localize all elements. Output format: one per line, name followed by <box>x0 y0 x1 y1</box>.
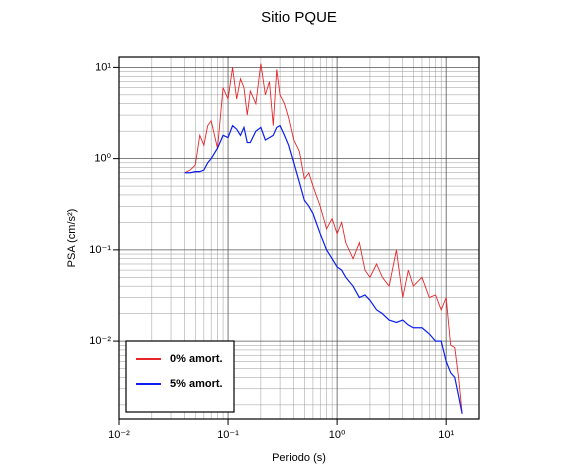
x-tick-label: 10⁻² <box>108 429 130 441</box>
y-tick-label: 10⁻² <box>89 335 111 347</box>
y-tick-label: 10⁰ <box>94 153 111 165</box>
legend-label: 0% amort. <box>170 353 223 365</box>
x-tick-label: 10⁻¹ <box>217 429 239 441</box>
y-tick-label: 10⁻¹ <box>89 244 111 256</box>
plot-frame <box>118 56 480 420</box>
y-tick-label: 10¹ <box>95 61 111 73</box>
series-line <box>184 63 463 414</box>
legend-label: 5% amort. <box>170 378 223 390</box>
x-axis-label: Periodo (s) <box>272 452 326 464</box>
chart-title: Sitio PQUE <box>261 9 337 26</box>
x-tick-label: 10⁰ <box>329 429 346 441</box>
y-axis-label: PSA (cm/s²) <box>66 209 78 268</box>
series-line <box>184 124 463 414</box>
legend-box <box>125 340 235 413</box>
x-tick-label: 10¹ <box>438 429 454 441</box>
